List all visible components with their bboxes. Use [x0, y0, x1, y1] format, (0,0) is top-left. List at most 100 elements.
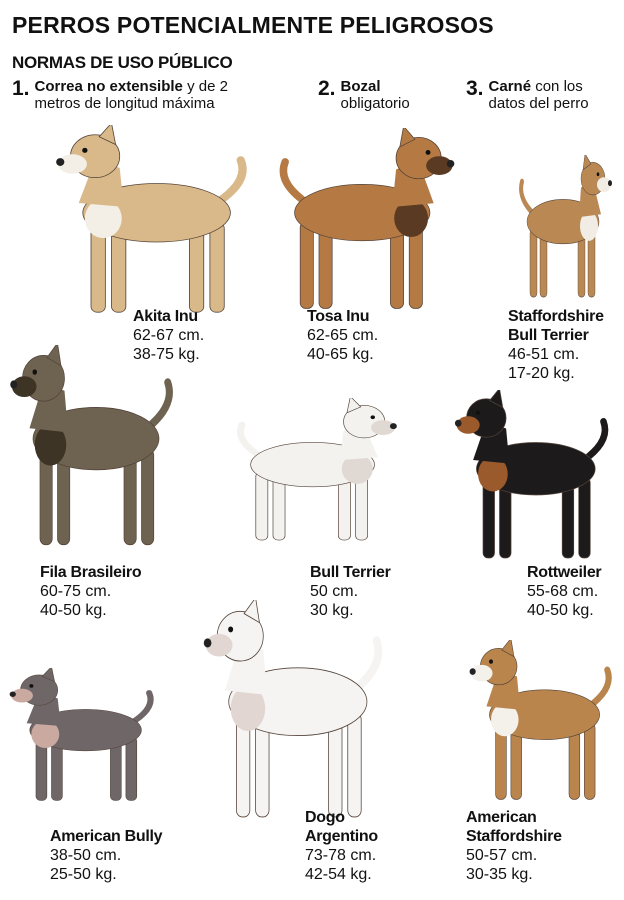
dog-nose	[389, 423, 397, 430]
dog-label-bull-terrier: Bull Terrier 50 cm. 30 kg.	[310, 563, 391, 620]
dog-muzzle	[597, 177, 611, 192]
staffordshire-bull-terrier-image	[515, 155, 615, 303]
dog-ear	[489, 390, 504, 409]
dogo-argentino-image	[198, 600, 390, 826]
dog-chest	[341, 454, 373, 484]
dog-label-fila-brasileiro: Fila Brasileiro 60-75 cm. 40-50 kg.	[40, 563, 142, 620]
dog-eye	[596, 172, 600, 177]
dog-nose	[608, 180, 612, 187]
dog-weight: 30-35 kg.	[466, 866, 533, 883]
dog-eye	[370, 415, 375, 420]
dog-label-american-staffordshire: American Staffordshire 50-57 cm. 30-35 k…	[466, 808, 586, 884]
dog-muzzle	[426, 156, 453, 175]
dog-leg	[299, 221, 314, 309]
dog-chest	[34, 424, 67, 466]
dog-muzzle	[456, 416, 480, 434]
dog-label-staffordshire-bull-terrier: Staffordshire Bull Terrier 46-51 cm. 17-…	[508, 307, 620, 383]
dog-muzzle	[58, 154, 87, 174]
dog-nose	[9, 691, 16, 697]
dog-tail	[218, 156, 247, 203]
dog-nose	[469, 668, 476, 675]
dog-nose	[56, 158, 65, 166]
dog-chest	[478, 456, 508, 492]
dog-weight: 40-50 kg.	[527, 602, 594, 619]
rule-bold: Carné	[488, 78, 532, 95]
dog-label-akita-inu: Akita Inu 62-67 cm. 38-75 kg.	[133, 307, 204, 364]
american-bully-image	[5, 668, 160, 806]
dog-weight: 38-75 kg.	[133, 346, 200, 363]
dog-tail	[148, 378, 173, 429]
dog-nose	[203, 638, 212, 648]
dog-label-tosa-inu: Tosa Inu 62-65 cm. 40-65 kg.	[307, 307, 378, 364]
dog-chest	[84, 199, 122, 239]
dog-height: 60-75 cm.	[40, 583, 112, 600]
dog-nose	[454, 419, 462, 427]
rottweiler-image	[450, 390, 615, 565]
dog-label-american-bully: American Bully 38-50 cm. 25-50 kg.	[50, 827, 163, 884]
dog-name: Staffordshire Bull Terrier	[508, 308, 604, 344]
akita-inu-image	[50, 125, 255, 320]
dog-tail	[132, 690, 154, 724]
dog-name: Rottweiler	[527, 564, 602, 581]
dog-weight: 17-20 kg.	[508, 365, 575, 382]
rule-line2: metros de longitud máxima	[34, 95, 215, 112]
dog-chest	[394, 199, 429, 238]
dog-tail	[590, 666, 612, 707]
dog-tail	[355, 636, 383, 691]
dog-weight: 30 kg.	[310, 602, 354, 619]
dog-name: Tosa Inu	[307, 308, 370, 325]
dog-weight: 42-54 kg.	[305, 866, 372, 883]
dog-name: American Bully	[50, 828, 163, 845]
dog-ear	[501, 640, 515, 658]
american-staffordshire-image	[465, 640, 618, 806]
dog-leg	[529, 228, 538, 298]
dog-leg	[255, 471, 269, 541]
dog-muzzle	[205, 633, 233, 657]
dog-name: Akita Inu	[133, 308, 198, 325]
dog-eye	[489, 659, 493, 664]
dog-leg	[125, 736, 138, 801]
rule-bold: Correa no extensible	[34, 78, 183, 95]
rule-muzzle: 2. Bozal obligatorio	[318, 77, 410, 113]
dog-height: 73-78 cm.	[305, 847, 377, 864]
dog-nose	[446, 159, 455, 168]
dog-weight: 40-65 kg.	[307, 346, 374, 363]
dog-leg	[347, 712, 362, 818]
dog-eye	[425, 149, 431, 155]
rule-number: 3.	[466, 77, 484, 100]
dog-chest	[31, 720, 60, 749]
dog-name: Bull Terrier	[310, 564, 391, 581]
dog-name: Fila Brasileiro	[40, 564, 142, 581]
dog-tail	[279, 158, 306, 204]
dog-height: 62-67 cm.	[133, 327, 205, 344]
rule-line2: obligatorio	[340, 95, 410, 112]
rule-line2: datos del perro	[488, 95, 589, 112]
dog-ear	[98, 125, 117, 146]
rule-license: 3. Carné con los datos del perro	[466, 77, 589, 113]
dog-chest	[491, 703, 519, 737]
rule-number: 2.	[318, 77, 336, 100]
dog-leg	[141, 448, 155, 546]
dog-ear	[46, 345, 62, 367]
dog-tail	[519, 178, 533, 215]
tosa-inu-image	[272, 128, 460, 316]
rule-text: y de 2	[182, 78, 228, 95]
dog-eye	[82, 147, 88, 153]
dog-height: 50 cm.	[310, 583, 359, 600]
dog-nose	[10, 380, 18, 389]
dog-eye	[32, 369, 38, 375]
dog-height: 55-68 cm.	[527, 583, 599, 600]
section-subtitle: NORMAS DE USO PÚBLICO	[12, 53, 233, 72]
dog-leg	[209, 222, 225, 313]
dog-chest	[230, 685, 266, 732]
dog-weight: 40-50 kg.	[40, 602, 107, 619]
dog-eye	[228, 626, 234, 633]
dog-eye	[29, 684, 34, 688]
dog-muzzle	[471, 664, 493, 682]
dog-chest	[580, 211, 598, 241]
dog-muzzle	[11, 688, 33, 703]
dog-leg	[578, 477, 591, 559]
rule-text: con los	[531, 78, 583, 95]
rule-number: 1.	[12, 77, 30, 100]
dog-ear	[582, 155, 592, 171]
